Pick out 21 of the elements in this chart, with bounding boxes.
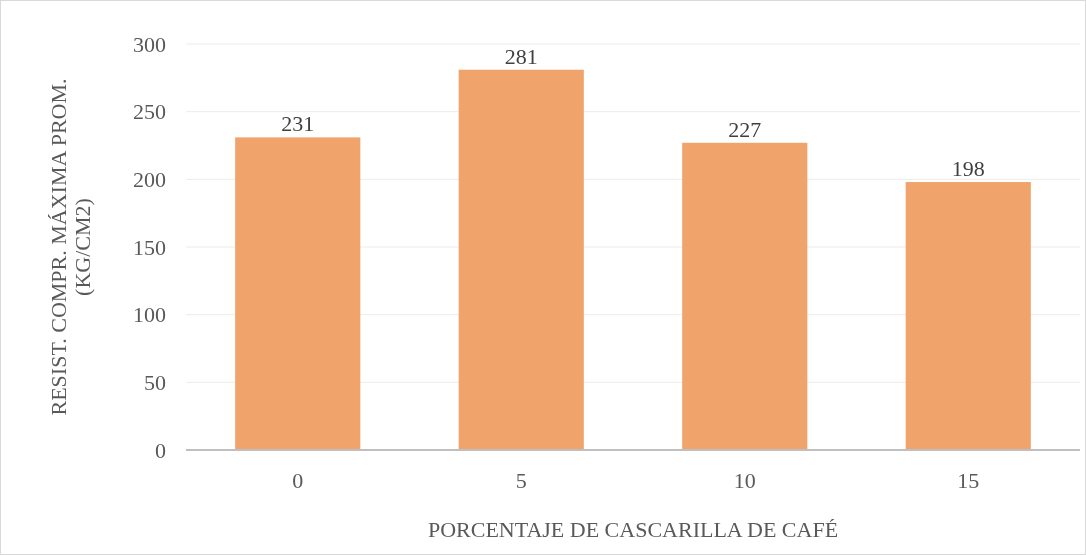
bar [235, 137, 361, 450]
bar [905, 182, 1031, 450]
x-tick-label: 10 [733, 468, 756, 493]
x-tick-label: 15 [957, 468, 980, 493]
y-tick-label: 250 [133, 99, 166, 125]
y-tick-label: 150 [133, 234, 166, 260]
data-label: 231 [281, 111, 315, 137]
y-tick-label: 100 [133, 302, 166, 328]
y-tick-label: 300 [133, 31, 166, 57]
bar [682, 142, 808, 450]
x-tick-label: 5 [515, 468, 527, 493]
y-tick-label: 50 [144, 370, 166, 396]
bar [458, 69, 584, 450]
x-tick-label: 0 [292, 468, 304, 493]
x-axis-title: PORCENTAJE DE CASCARILLA DE CAFÉ [427, 517, 839, 542]
y-axis-title: RESIST. COMPR. MÁXIMA PROM. (KG/CM2) [45, 78, 96, 416]
y-tick-label: 0 [155, 437, 166, 463]
data-label: 198 [951, 156, 985, 182]
data-label: 281 [504, 43, 538, 69]
data-label: 227 [728, 116, 762, 142]
y-tick-label: 200 [133, 167, 166, 193]
